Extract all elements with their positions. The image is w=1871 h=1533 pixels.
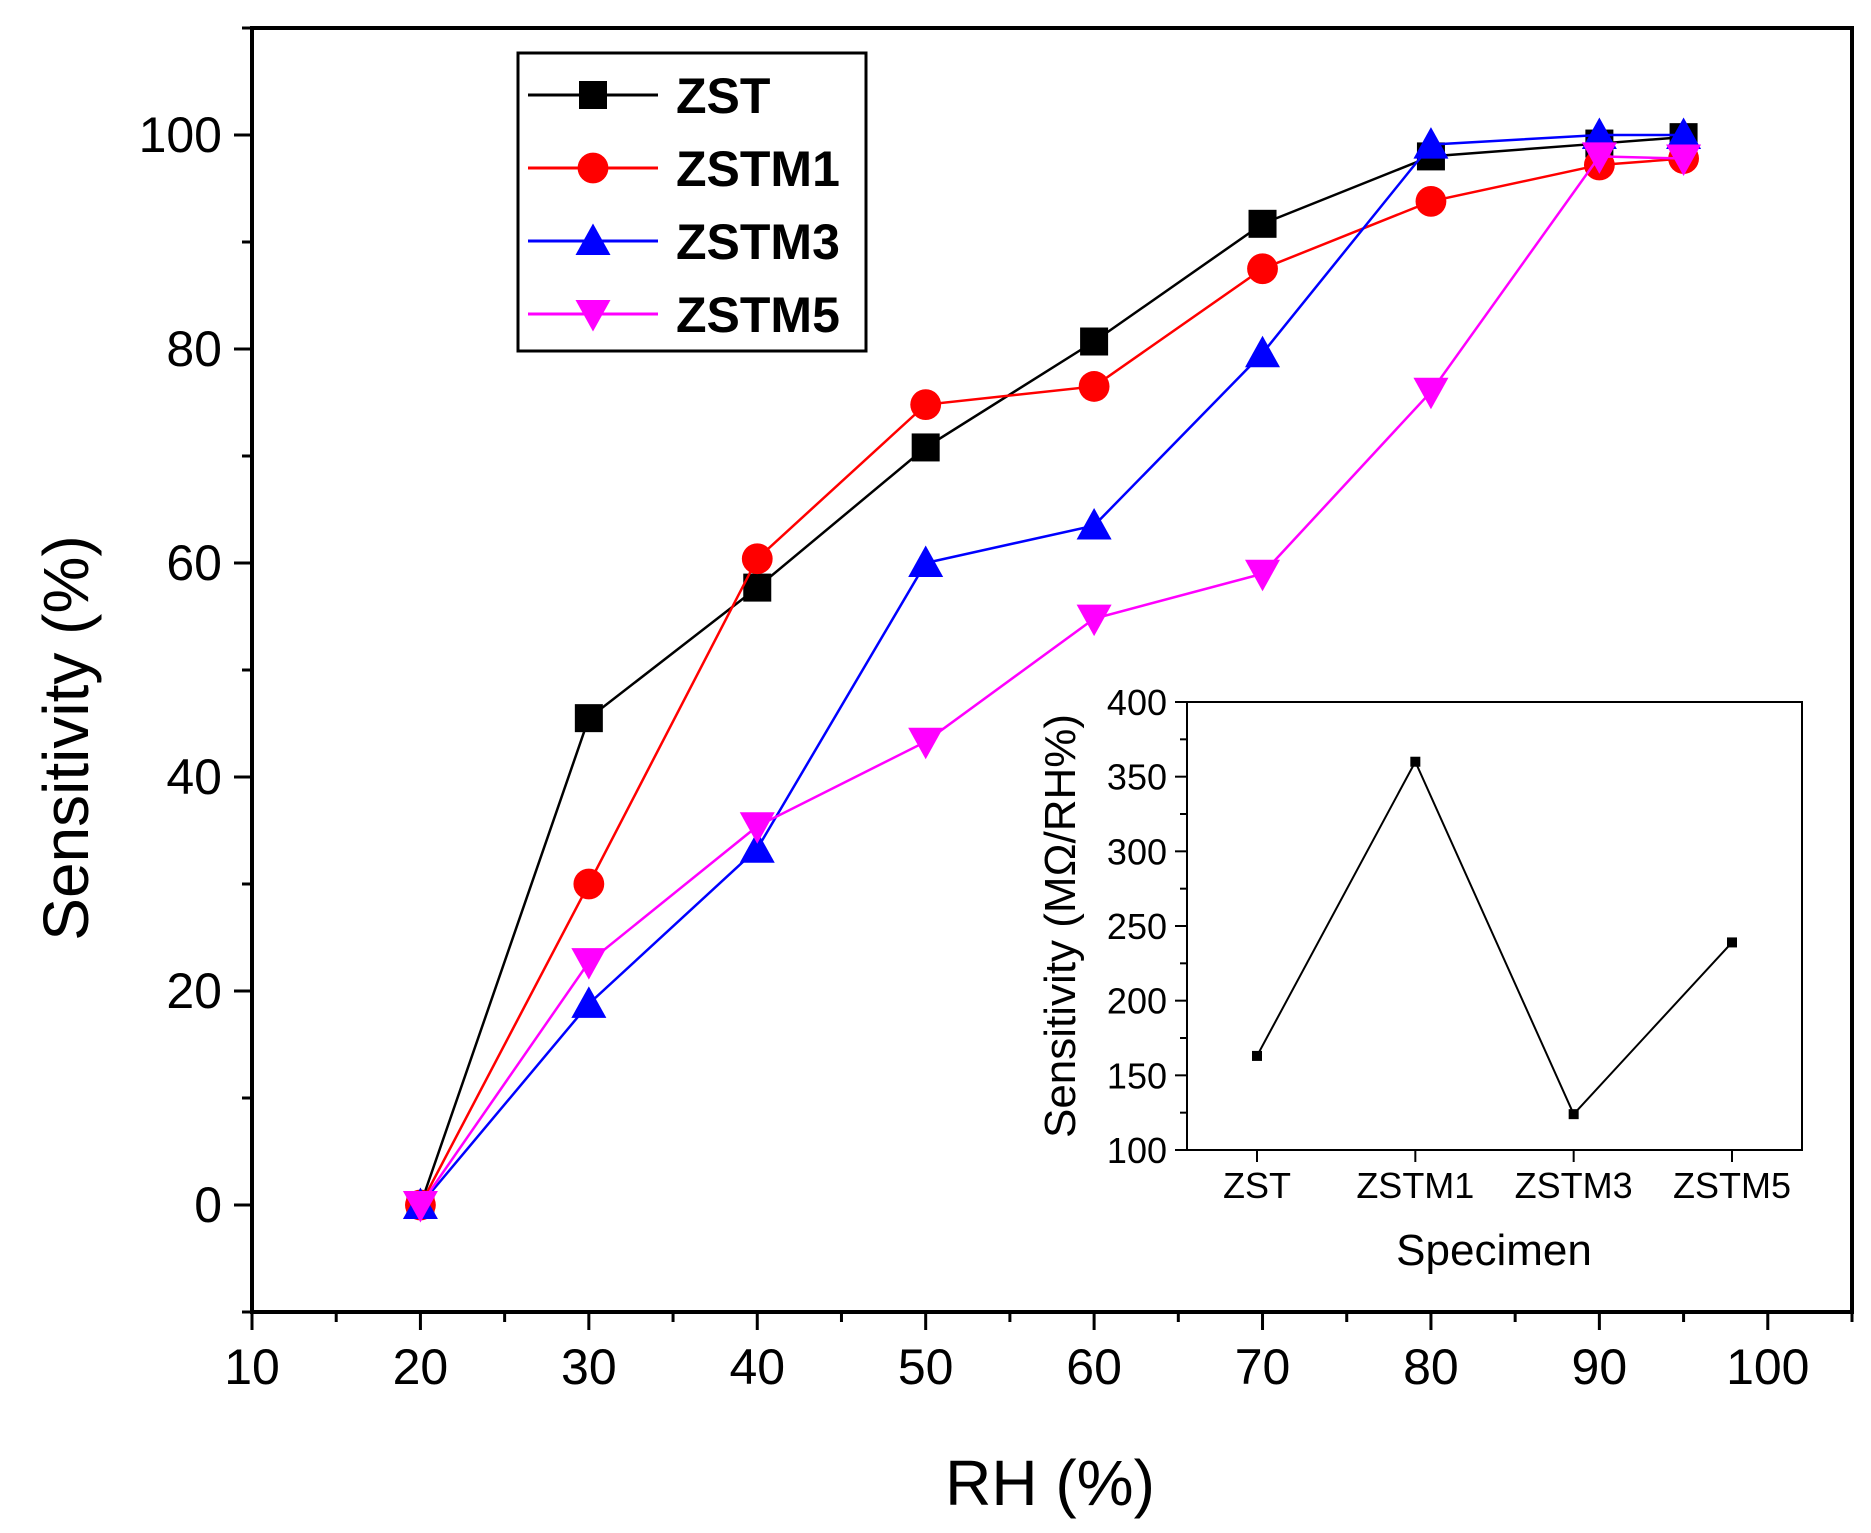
inset-axes: ZST ZSTM1 ZSTM3 ZSTM5 100 150 200 250 300 350 400 [1107,682,1791,1206]
data-point-zst [1248,209,1277,238]
data-point-zstm1 [910,389,942,421]
data-point-zstm3 [1581,117,1617,149]
x-tick-label: 60 [1066,1339,1122,1395]
legend-box [516,51,868,353]
y-tick-label: 100 [139,107,222,163]
x-tick-label: 30 [561,1339,617,1395]
x-tick-label: 20 [393,1339,449,1395]
inset-y-tick-label: 300 [1107,831,1167,872]
y-tick-label: 40 [166,749,222,805]
legend-label: ZSTM5 [676,287,840,343]
inset-y-axis-title: Sensitivity (MΩ/RH%) [1036,714,1085,1138]
series-zstm5 [402,142,1702,1223]
data-point-zstm3 [739,831,775,863]
legend-item-zstm5: ZSTM5 [528,287,840,343]
data-point-zstm3 [1245,335,1281,368]
data-point-zstm5 [1076,604,1112,637]
inset-x-tick-label: ZSTM1 [1356,1165,1474,1206]
inset-x-tick-label: ZSTM3 [1515,1165,1633,1206]
inset-data-point [1568,1109,1579,1120]
y-tick-label: 20 [166,963,222,1019]
inset-y-tick-label: 200 [1107,981,1167,1022]
inset-series-line [1256,759,1733,1116]
inset-x-axis-title: Specimen [1396,1226,1592,1275]
data-point-zstm5 [1581,142,1617,174]
data-point-zstm3 [571,986,607,1018]
legend-item-zstm3: ZSTM3 [528,214,840,270]
data-point-zstm1 [1415,185,1447,217]
x-tick-label: 80 [1403,1339,1459,1395]
inset-x-tick-label: ZSTM5 [1673,1165,1791,1206]
data-point-zstm5 [1413,377,1449,410]
x-tick-label: 90 [1572,1339,1628,1395]
legend-label: ZSTM1 [676,141,840,197]
legend-marker [577,152,609,184]
inset-x-tick-label: ZST [1223,1165,1291,1206]
inset-y-tick-label: 250 [1107,906,1167,947]
inset-y-tick-label: 350 [1107,757,1167,798]
data-point-zstm3 [1413,127,1449,159]
y-tick-label: 0 [194,1177,222,1233]
legend: ZST ZSTM1 ZSTM3 ZSTM5 [516,51,868,353]
data-point-zst [911,433,940,462]
inset-y-tick-label: 150 [1107,1055,1167,1096]
data-point-zstm1 [741,543,773,575]
x-axis-title: RH (%) [945,1447,1155,1519]
data-point-zstm5 [1666,144,1702,177]
inset-data-point [1727,937,1737,948]
legend-marker [575,223,611,255]
x-tick-label: 10 [224,1339,280,1395]
inset-data-point [1410,756,1421,767]
x-tick-label: 50 [898,1339,954,1395]
data-point-zstm5 [908,727,944,760]
x-tick-label: 100 [1726,1339,1809,1395]
data-point-zstm1 [573,868,605,900]
inset-frame [1186,701,1803,1151]
y-tick-label: 60 [166,535,222,591]
inset-plot: ZST ZSTM1 ZSTM3 ZSTM5 100 150 200 250 300 350 400 [1107,682,1803,1206]
inset-y-tick-label: 400 [1107,682,1167,723]
x-tick-label: 70 [1235,1339,1291,1395]
legend-label: ZST [676,68,770,124]
legend-item-zst: ZST [528,68,770,124]
data-point-zstm1 [1078,371,1110,402]
data-point-zst [574,704,603,733]
data-point-zstm3 [908,545,944,577]
data-point-zstm1 [1247,253,1278,285]
data-point-zstm5 [402,1191,438,1223]
main-series-layer [402,117,1702,1223]
inset-y-tick-label: 100 [1107,1130,1167,1171]
legend-label: ZSTM3 [676,214,840,270]
y-axis-title: Sensitivity (%) [30,535,102,940]
legend-marker [575,300,611,332]
data-point-zstm5 [571,948,607,980]
inset-data-point [1252,1050,1262,1061]
data-point-zstm5 [1245,559,1281,592]
data-point-zstm5 [739,812,775,844]
data-point-zst [1080,327,1109,356]
legend-items: ZST ZSTM1 ZSTM3 ZSTM5 [528,68,840,343]
inset-series-layer [1252,756,1737,1120]
legend-marker [579,81,607,109]
legend-item-zstm1: ZSTM1 [528,141,840,197]
y-tick-label: 80 [166,321,222,377]
data-point-zstm3 [1076,508,1112,540]
data-point-zstm3 [1666,117,1702,149]
main-plot: 10 20 30 40 50 60 70 80 90 100 0 20 40 60 80 100 [139,26,1854,1395]
x-tick-label: 40 [729,1339,785,1395]
series-zstm3 [402,117,1702,1219]
